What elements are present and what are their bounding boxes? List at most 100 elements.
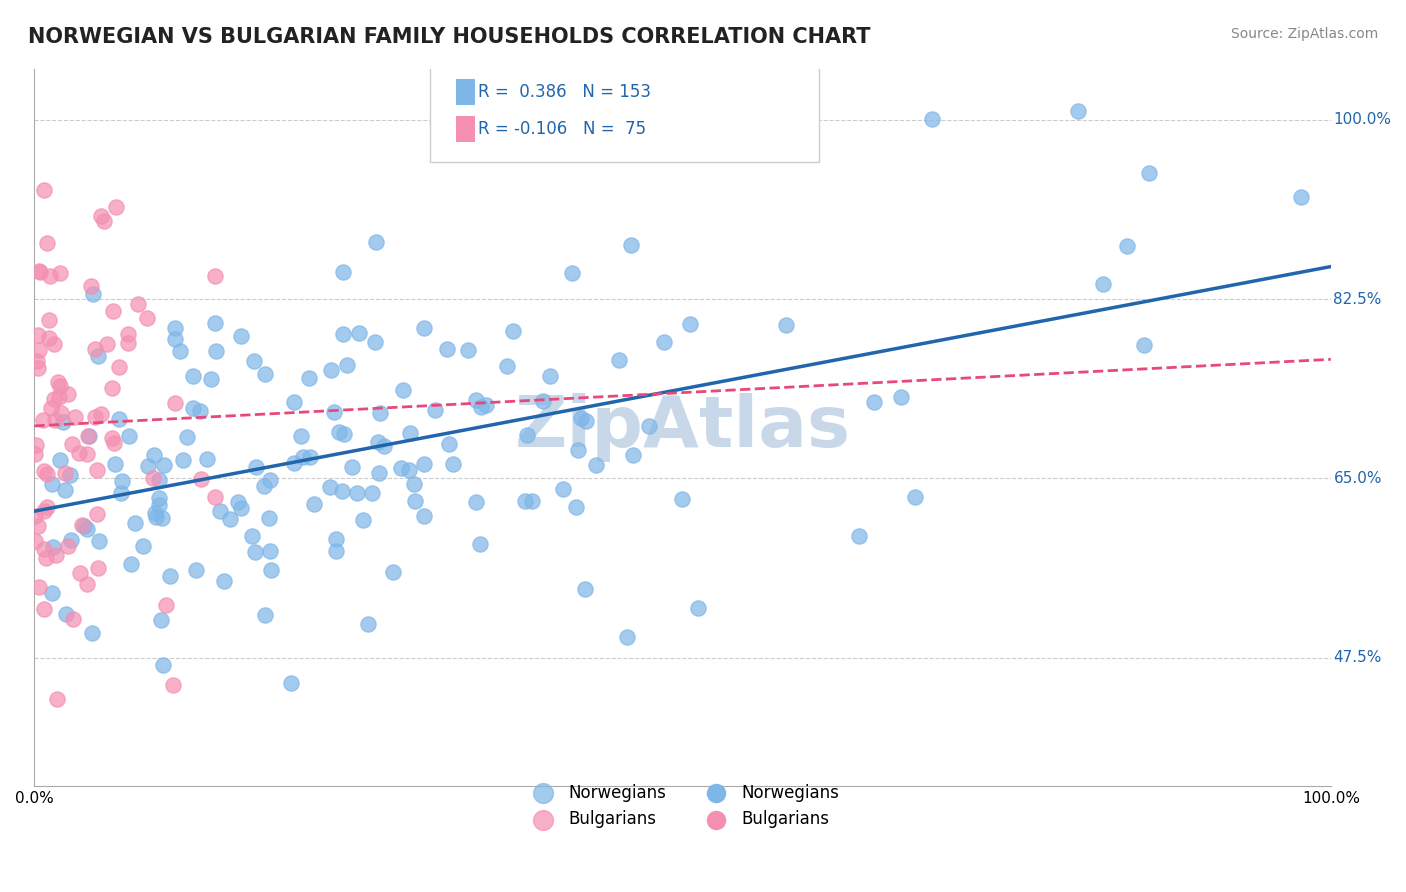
FancyBboxPatch shape — [456, 116, 475, 142]
Norwegians — [364, 235, 387, 249]
Norwegians — [402, 476, 425, 491]
Norwegians — [319, 480, 342, 494]
Bulgarians — [83, 409, 105, 424]
Norwegians — [412, 321, 434, 335]
Bulgarians — [45, 548, 67, 562]
Norwegians — [332, 265, 354, 279]
Norwegians — [585, 458, 607, 473]
Norwegians — [412, 509, 434, 524]
Norwegians — [242, 353, 264, 368]
Bulgarians — [69, 566, 91, 580]
Norwegians — [1137, 166, 1160, 180]
Norwegians — [368, 406, 391, 420]
Norwegians — [257, 511, 280, 525]
Bulgarians — [101, 431, 124, 445]
Bulgarians — [204, 268, 226, 283]
Bulgarians — [55, 466, 77, 480]
Norwegians — [890, 390, 912, 404]
Norwegians — [848, 528, 870, 542]
Norwegians — [159, 569, 181, 583]
Norwegians — [671, 491, 693, 506]
Bulgarians — [84, 343, 107, 357]
Norwegians — [357, 617, 380, 632]
Norwegians — [367, 435, 389, 450]
Norwegians — [342, 459, 364, 474]
Norwegians — [373, 439, 395, 453]
Norwegians — [53, 483, 76, 497]
Norwegians — [172, 453, 194, 467]
Norwegians — [87, 349, 110, 363]
Bulgarians — [45, 692, 67, 706]
Bulgarians — [37, 235, 59, 250]
Bulgarians — [117, 335, 139, 350]
Bulgarians — [90, 407, 112, 421]
Norwegians — [620, 238, 643, 252]
Bulgarians — [28, 264, 51, 278]
FancyBboxPatch shape — [456, 78, 475, 104]
Bulgarians — [76, 447, 98, 461]
Norwegians — [209, 504, 232, 518]
Norwegians — [298, 370, 321, 384]
Bulgarians — [35, 467, 58, 482]
Norwegians — [561, 266, 583, 280]
Bulgarians — [24, 533, 46, 548]
Norwegians — [607, 353, 630, 368]
Norwegians — [118, 428, 141, 442]
Bulgarians — [155, 599, 177, 613]
Norwegians — [515, 493, 537, 508]
Norwegians — [82, 287, 104, 301]
Norwegians — [226, 495, 249, 509]
Norwegians — [136, 459, 159, 474]
Norwegians — [73, 519, 96, 533]
Norwegians — [333, 426, 356, 441]
Norwegians — [425, 403, 447, 417]
FancyBboxPatch shape — [430, 62, 818, 161]
Norwegians — [243, 545, 266, 559]
Norwegians — [110, 486, 132, 500]
Norwegians — [412, 457, 434, 471]
Norwegians — [148, 473, 170, 487]
Norwegians — [181, 368, 204, 383]
Bulgarians — [35, 551, 58, 566]
Bulgarians — [70, 517, 93, 532]
Norwegians — [245, 459, 267, 474]
Norwegians — [439, 437, 461, 451]
Norwegians — [441, 457, 464, 471]
Text: NORWEGIAN VS BULGARIAN FAMILY HOUSEHOLDS CORRELATION CHART: NORWEGIAN VS BULGARIAN FAMILY HOUSEHOLDS… — [28, 27, 870, 46]
Bulgarians — [49, 267, 72, 281]
Norwegians — [538, 368, 561, 383]
Bulgarians — [32, 184, 55, 198]
Norwegians — [169, 344, 191, 359]
Bulgarians — [103, 435, 125, 450]
Bulgarians — [204, 490, 226, 504]
Norwegians — [496, 359, 519, 374]
Norwegians — [392, 383, 415, 397]
Bulgarians — [28, 265, 51, 279]
Bulgarians — [28, 343, 51, 358]
Bulgarians — [48, 390, 70, 404]
Norwegians — [502, 324, 524, 338]
Norwegians — [165, 332, 187, 346]
Norwegians — [283, 457, 305, 471]
Norwegians — [322, 405, 344, 419]
Norwegians — [470, 400, 492, 414]
Norwegians — [520, 493, 543, 508]
Norwegians — [404, 493, 426, 508]
Norwegians — [290, 429, 312, 443]
Norwegians — [49, 453, 72, 467]
Norwegians — [325, 532, 347, 546]
Norwegians — [1067, 103, 1090, 118]
Norwegians — [183, 401, 205, 416]
Norwegians — [148, 498, 170, 512]
Norwegians — [76, 523, 98, 537]
Bulgarians — [117, 327, 139, 342]
Bulgarians — [96, 337, 118, 351]
Norwegians — [364, 334, 387, 349]
Bulgarians — [62, 612, 84, 626]
Norwegians — [150, 613, 173, 627]
Norwegians — [212, 574, 235, 589]
Norwegians — [253, 608, 276, 623]
Norwegians — [229, 329, 252, 343]
Norwegians — [475, 397, 498, 411]
Norwegians — [152, 458, 174, 472]
